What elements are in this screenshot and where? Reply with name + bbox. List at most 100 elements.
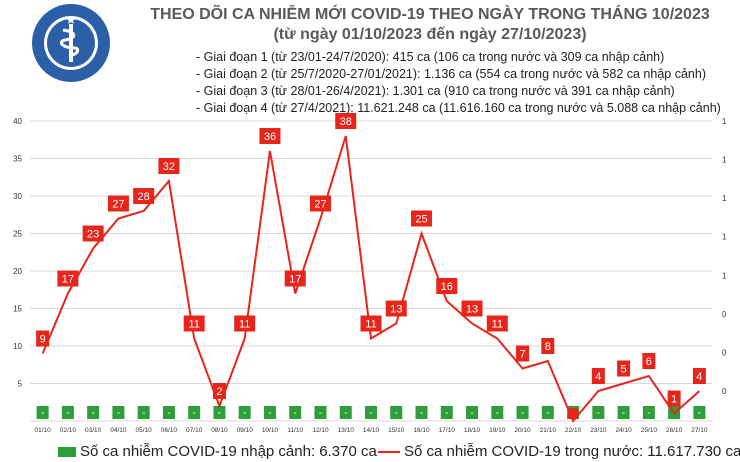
domestic-data-label-box	[617, 360, 631, 377]
imported-bar-label: -	[521, 408, 524, 419]
imported-bar-label: -	[66, 408, 69, 419]
imported-bar-label: -	[193, 408, 196, 419]
phase-4-summary: - Giai đoạn 4 (từ 27/4/2021): 11.621.248…	[196, 101, 721, 115]
x-tick-label: 02/10	[60, 427, 77, 434]
imported-bar-label: -	[268, 408, 271, 419]
domestic-data-label-box	[284, 270, 306, 287]
x-tick-label: 20/10	[514, 427, 531, 434]
imported-bar-label: -	[319, 408, 322, 419]
domestic-data-label: 7	[519, 349, 525, 361]
domestic-data-label-box	[107, 195, 129, 212]
imported-bar	[693, 406, 706, 419]
domestic-data-label-box	[461, 300, 483, 317]
imported-bar-label: -	[597, 408, 600, 419]
x-tick-label: 18/10	[464, 427, 481, 434]
imported-bar	[36, 406, 49, 419]
domestic-data-label: 9	[40, 334, 46, 346]
domestic-data-label: 23	[87, 229, 99, 241]
y-tick-label-right: 1	[722, 233, 727, 242]
domestic-data-label-box	[486, 315, 508, 332]
phase-2-summary: - Giai đoạn 2 (từ 25/7/2020-27/01/2021):…	[196, 67, 706, 81]
page-subtitle: (từ ngày 01/10/2023 đến ngày 27/10/2023)	[273, 26, 587, 43]
y-tick-label-left: 10	[13, 342, 22, 351]
x-tick-label: 11/10	[287, 427, 303, 434]
imported-bar	[516, 406, 529, 419]
domestic-data-label-box	[642, 353, 656, 369]
x-tick-label: 07/10	[186, 427, 203, 434]
imported-bar-label: -	[496, 408, 499, 419]
domestic-data-label-box	[259, 128, 281, 144]
domestic-data-label: 1	[671, 394, 677, 406]
imported-bar-label: -	[243, 408, 246, 419]
domestic-data-label: 16	[441, 281, 453, 293]
y-tick-label-right: 0	[722, 310, 727, 319]
x-tick-label: 22/10	[565, 427, 582, 434]
y-tick-label-right: 1	[722, 271, 727, 280]
y-tick-label-left: 20	[13, 267, 22, 276]
domestic-data-label-box	[57, 270, 79, 287]
x-tick-label: 17/10	[439, 427, 456, 434]
y-tick-label-left: 30	[13, 192, 22, 201]
x-tick-label: 13/10	[338, 427, 355, 434]
y-tick-label-right: 1	[722, 194, 727, 203]
imported-bar	[137, 406, 150, 419]
domestic-data-label: 2	[216, 386, 222, 398]
imported-bar	[61, 406, 74, 419]
x-tick-label: 08/10	[211, 427, 228, 434]
domestic-data-label-box	[212, 383, 226, 399]
imported-bar-label: -	[698, 408, 701, 419]
imported-bar	[440, 406, 453, 419]
y-tick-label-left: 5	[18, 380, 23, 389]
y-tick-label-right: 0	[722, 387, 727, 396]
domestic-data-label-box	[335, 113, 357, 129]
imported-bar	[289, 406, 302, 419]
imported-bar	[162, 406, 175, 419]
domestic-data-label: 11	[492, 319, 503, 331]
ministry-of-health-logo	[32, 4, 110, 82]
y-tick-label-left: 35	[13, 155, 22, 164]
imported-bar-label: -	[294, 408, 297, 419]
imported-bar	[491, 406, 504, 419]
imported-bar	[238, 406, 251, 419]
x-tick-label: 06/10	[161, 427, 178, 434]
imported-bar	[87, 406, 100, 419]
domestic-data-label-box	[309, 195, 331, 212]
domestic-data-label: 4	[595, 371, 601, 383]
imported-bar-label: -	[218, 408, 221, 419]
imported-bar	[592, 406, 605, 419]
imported-bar-label: -	[420, 408, 423, 419]
x-tick-label: 19/10	[489, 427, 506, 434]
imported-bar	[263, 406, 276, 419]
x-tick-label: 09/10	[237, 427, 254, 434]
domestic-point-marker	[568, 408, 579, 419]
imported-bar-label: -	[647, 408, 650, 419]
imported-bar	[112, 406, 125, 419]
imported-bar-label: -	[167, 408, 170, 419]
imported-bar	[390, 406, 403, 419]
legend-imported-swatch	[58, 447, 76, 458]
domestic-data-label: 27	[314, 199, 326, 211]
domestic-data-label-box	[436, 278, 458, 294]
x-tick-label: 15/10	[388, 427, 405, 434]
x-tick-label: 05/10	[136, 427, 153, 434]
imported-bar	[314, 406, 327, 419]
domestic-data-label-box	[591, 368, 605, 384]
domestic-data-label: 17	[62, 274, 74, 286]
imported-bar	[466, 406, 479, 419]
y-tick-label-right: 0	[722, 348, 727, 357]
x-tick-label: 12/10	[312, 427, 329, 434]
domestic-data-label: 25	[415, 214, 427, 226]
domestic-data-label: 11	[365, 319, 376, 331]
x-tick-label: 24/10	[615, 427, 632, 434]
imported-bar	[415, 406, 428, 419]
legend-domestic: Số ca nhiễm COVID-19 trong nước: 11.617.…	[378, 443, 740, 460]
imported-bar-label: -	[344, 408, 347, 419]
domestic-data-label: 38	[340, 116, 352, 128]
domestic-data-label: 4	[696, 371, 702, 383]
page-title: THEO DÕI CA NHIỄM MỚI COVID-19 THEO NGÀY…	[150, 6, 710, 23]
imported-bar	[617, 406, 630, 419]
domestic-data-label-box	[183, 315, 205, 332]
imported-bar-label: -	[470, 408, 473, 419]
domestic-data-label-box	[541, 338, 555, 354]
